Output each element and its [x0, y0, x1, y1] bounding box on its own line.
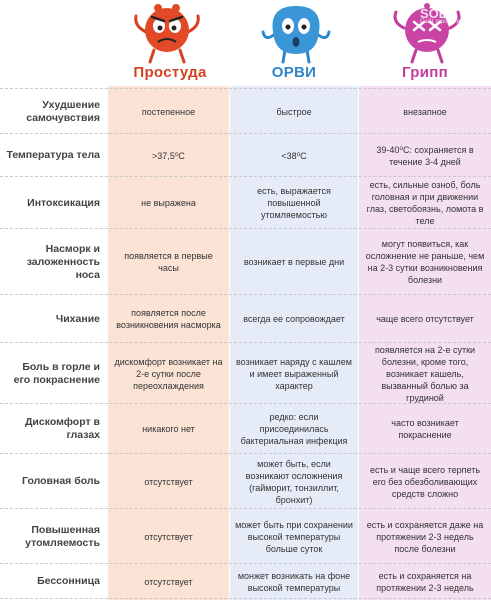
orvi-cell: редко: если присоединилась бактериальная… — [240, 412, 348, 446]
cold-cell: никакого нет — [142, 424, 195, 434]
cold-cell: дискомфорт возникает на 2-е сутки после … — [114, 356, 223, 391]
row-label: Повышенная утомляемость — [25, 523, 100, 549]
row-label: Чихание — [55, 312, 100, 325]
row-label: Головная боль — [22, 475, 100, 487]
table-row: Повышенная утомляемость отсутствует може… — [0, 508, 491, 564]
watermark-subtext: Сайт городских — [420, 19, 463, 25]
flu-cell: внезапное — [403, 106, 447, 117]
blue-scared-virus-icon — [261, 2, 331, 64]
orvi-cell: монжет возникать на фоне высокой темпера… — [237, 570, 351, 593]
row-label: Температура тела — [6, 149, 100, 161]
orvi-cell: быстрое — [276, 106, 312, 117]
orvi-cell: есть, выражается повышенной утомляемость… — [257, 186, 331, 220]
column-title-orvi: ОРВИ — [271, 64, 317, 81]
cold-cell: не выражена — [141, 198, 196, 208]
cold-cell: отсутствует — [144, 531, 193, 542]
cold-cell: появляется после возникновения насморка — [116, 308, 221, 330]
table-row: Боль в горле и его покраснение дискомфор… — [0, 342, 491, 404]
site-watermark-logo: SOL Сайт городских — [420, 6, 490, 38]
flu-cell: часто возникает покраснение — [391, 418, 459, 440]
cold-cell: >37,5⁰С — [152, 150, 185, 161]
flu-cell: могут появиться, как осложнение не раньш… — [365, 239, 485, 285]
orvi-cell: <38⁰С — [281, 150, 307, 161]
watermark-text: SOL — [420, 6, 447, 21]
table-row: Бессонница отсутствует монжет возникать … — [0, 563, 491, 599]
red-angry-virus-icon — [132, 2, 202, 64]
orvi-cell: возникает наряду с кашлем и имеет выраже… — [236, 356, 352, 391]
row-label: Интоксикация — [27, 196, 100, 209]
flu-cell: есть и чаще всего терпеть его без обезбо… — [369, 464, 481, 499]
column-title-cold: Простуда — [133, 64, 207, 81]
flu-cell: чаще всего отсутствует — [376, 314, 474, 324]
flu-cell: есть, сильные озноб, боль головная и при… — [366, 180, 484, 226]
table-row: Интоксикация не выражена есть, выражаетс… — [0, 176, 491, 229]
cold-cell: отсутствует — [144, 576, 193, 587]
flu-cell: есть и сохраняется на протяжении 2-3 нед… — [376, 570, 474, 593]
row-label: Ухудшение самочувствия — [26, 98, 100, 124]
orvi-cell: возникает в первые дни — [243, 257, 345, 267]
orvi-cell: может быть при сохранении высокой темпер… — [235, 519, 353, 554]
table-row: Чихание появляется после возникновения н… — [0, 294, 491, 343]
flu-cell: 39-40⁰С: сохраняется в течение 3-4 дней — [376, 144, 474, 167]
row-label: Насморк и заложенность носа — [26, 242, 100, 281]
cold-column-background — [108, 86, 229, 600]
table-row: Дискомфорт в глазах никакого нет редко: … — [0, 403, 491, 454]
cold-cell: постепенное — [141, 106, 196, 117]
cold-cell: отсутствует — [144, 476, 193, 487]
flu-cell: есть и сохраняется даже на протяжении 2-… — [366, 519, 484, 554]
cold-cell: появляется в первые часы — [124, 251, 213, 273]
orvi-cell: может быть, если возникают осложнения (г… — [245, 458, 343, 505]
pink-sick-virus-icon — [392, 2, 462, 64]
table-row: Температура тела >37,5⁰С <38⁰С 39-40⁰С: … — [0, 133, 491, 177]
table-row: Головная боль отсутствует может быть, ес… — [0, 453, 491, 509]
flu-cell: появляется на 2-е сутки болезни, кроме т… — [374, 344, 476, 403]
flu-column-background — [359, 86, 491, 600]
row-label: Дискомфорт в глазах — [24, 416, 100, 441]
orvi-column-background — [230, 86, 358, 600]
table-header: SOL Сайт городских Простуда ОРВИ Грипп — [0, 0, 491, 88]
row-label: Бессонница — [37, 575, 100, 587]
table-bottom-divider — [0, 598, 491, 599]
table-row: Насморк и заложенность носа появляется в… — [0, 228, 491, 295]
column-title-flu: Грипп — [402, 64, 448, 81]
orvi-cell: всегда ее сопровождает — [243, 314, 345, 324]
row-label: Боль в горле и его покраснение — [13, 360, 100, 386]
table-row: Ухудшение самочувствия постепенное быстр… — [0, 88, 491, 134]
